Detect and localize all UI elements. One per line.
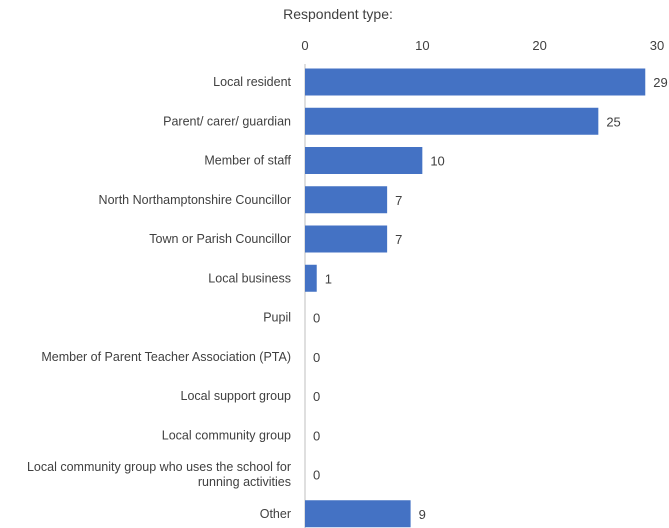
data-label: 0: [313, 311, 320, 326]
x-tick-label: 0: [301, 38, 308, 53]
category-label: Local business: [208, 271, 291, 285]
data-label: 10: [430, 154, 444, 169]
category-label: running activities: [198, 475, 291, 489]
data-label: 0: [313, 389, 320, 404]
bar: [305, 225, 388, 253]
x-tick-label: 20: [532, 38, 546, 53]
category-labels: Local resident Parent/ carer/ guardian Mem…: [27, 75, 292, 521]
x-tick-label: 30: [650, 38, 664, 53]
data-label: 0: [313, 428, 320, 443]
data-label: 1: [325, 271, 332, 286]
x-axis-ticks: 0 10 20 30: [301, 38, 664, 53]
category-label: Other: [260, 507, 291, 521]
category-label: Pupil: [263, 311, 291, 325]
chart-title: Respondent type:: [283, 6, 393, 22]
bar: [305, 107, 599, 135]
category-label: Local support group: [181, 389, 292, 403]
bar: [305, 186, 388, 214]
bars: [305, 68, 646, 528]
data-label: 25: [606, 114, 620, 129]
data-label: 7: [395, 193, 402, 208]
category-label: Town or Parish Councillor: [149, 232, 291, 246]
data-label: 0: [313, 350, 320, 365]
data-label: 0: [313, 468, 320, 483]
category-label: Local community group who uses the schoo…: [27, 460, 291, 474]
category-label: Local community group: [162, 428, 291, 442]
bar: [305, 500, 411, 528]
category-label: Member of Parent Teacher Association (PT…: [41, 350, 291, 364]
bar: [305, 68, 646, 96]
bar: [305, 147, 423, 174]
data-label: 7: [395, 232, 402, 247]
category-label: North Northamptonshire Councillor: [99, 193, 291, 207]
bar: [305, 264, 317, 292]
category-label: Local resident: [213, 75, 291, 89]
data-label: 29: [653, 75, 667, 90]
data-label: 9: [419, 507, 426, 522]
x-tick-label: 10: [415, 38, 429, 53]
category-label: Parent/ carer/ guardian: [163, 114, 291, 128]
category-label: Member of staff: [204, 154, 291, 168]
